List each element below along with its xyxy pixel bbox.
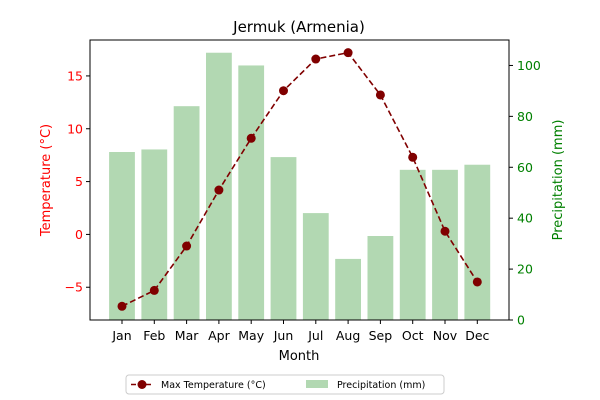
temp-point-nov: [440, 226, 450, 236]
legend: Max Temperature (°C) Precipitation (mm): [125, 374, 445, 395]
x-axis-ticks: Jan Feb Mar Apr May Jun Jul Aug Sep Oct Nov Dec: [111, 320, 490, 343]
plot-frame: [89, 39, 510, 321]
temp-point-jul: [311, 54, 321, 64]
temp-point-jun: [279, 86, 288, 96]
left-axis-ticks: −5 0 5 10 15: [65, 68, 90, 295]
legend-label-precipitation: Precipitation (mm): [337, 380, 425, 391]
temp-point-feb: [149, 285, 159, 295]
left-tick-label: 5: [75, 174, 83, 189]
temp-point-sep: [375, 90, 385, 100]
temp-point-jan: [117, 301, 127, 311]
right-tick-label: 0: [517, 313, 525, 328]
left-axis-label: Temperature (°C): [39, 124, 54, 237]
left-tick-label: −5: [65, 280, 83, 295]
x-tick-label-sep: Sep: [369, 328, 393, 343]
precip-bar-dec: [464, 164, 491, 320]
right-tick-label: 20: [517, 262, 533, 277]
temp-point-oct: [408, 152, 418, 162]
temp-point-aug: [343, 48, 353, 58]
right-tick-label: 60: [517, 160, 533, 175]
right-tick-label: 100: [517, 58, 541, 73]
x-tick-label-apr: Apr: [208, 328, 230, 343]
x-tick-label-may: May: [238, 328, 264, 343]
x-tick-label-dec: Dec: [465, 328, 489, 343]
temperature-line-layer: [117, 48, 482, 311]
precip-bar-jul: [302, 213, 329, 320]
chart-title: Jermuk (Armenia): [232, 18, 365, 36]
left-tick-label: 10: [67, 121, 83, 136]
temp-point-apr: [214, 185, 224, 195]
x-tick-label-oct: Oct: [402, 328, 424, 343]
x-tick-label-jun: Jun: [273, 328, 294, 343]
precip-bar-mar: [173, 106, 200, 320]
right-axis-label: Precipitation (mm): [551, 120, 566, 241]
temp-point-may: [246, 133, 256, 143]
precip-bar-jun: [270, 157, 297, 320]
x-tick-label-jan: Jan: [111, 328, 131, 343]
x-axis-label: Month: [279, 349, 320, 364]
x-tick-label-nov: Nov: [433, 328, 458, 343]
precip-bar-oct: [399, 169, 426, 320]
x-tick-label-mar: Mar: [175, 328, 199, 343]
right-tick-label: 40: [517, 211, 533, 226]
x-tick-label-aug: Aug: [336, 328, 360, 343]
temperature-line: [121, 51, 478, 307]
temp-point-mar: [182, 241, 192, 251]
precip-bar-may: [238, 65, 265, 320]
temp-point-dec: [472, 277, 482, 287]
right-axis-ticks: 0 20 40 60 80 100: [509, 58, 541, 328]
precip-bar-sep: [367, 236, 394, 320]
legend-label-temperature: Max Temperature (°C): [161, 380, 266, 391]
x-tick-label-feb: Feb: [143, 328, 165, 343]
legend-line-marker: [137, 380, 147, 389]
precip-bar-jan: [109, 152, 135, 320]
precip-bar-aug: [335, 258, 361, 320]
left-tick-label: 0: [75, 227, 83, 242]
legend-bar-swatch: [306, 380, 328, 388]
precipitation-bars: [109, 52, 491, 321]
right-tick-label: 80: [517, 109, 533, 124]
left-tick-label: 15: [67, 68, 83, 83]
x-tick-label-jul: Jul: [307, 328, 323, 343]
legend-box: [125, 374, 445, 395]
